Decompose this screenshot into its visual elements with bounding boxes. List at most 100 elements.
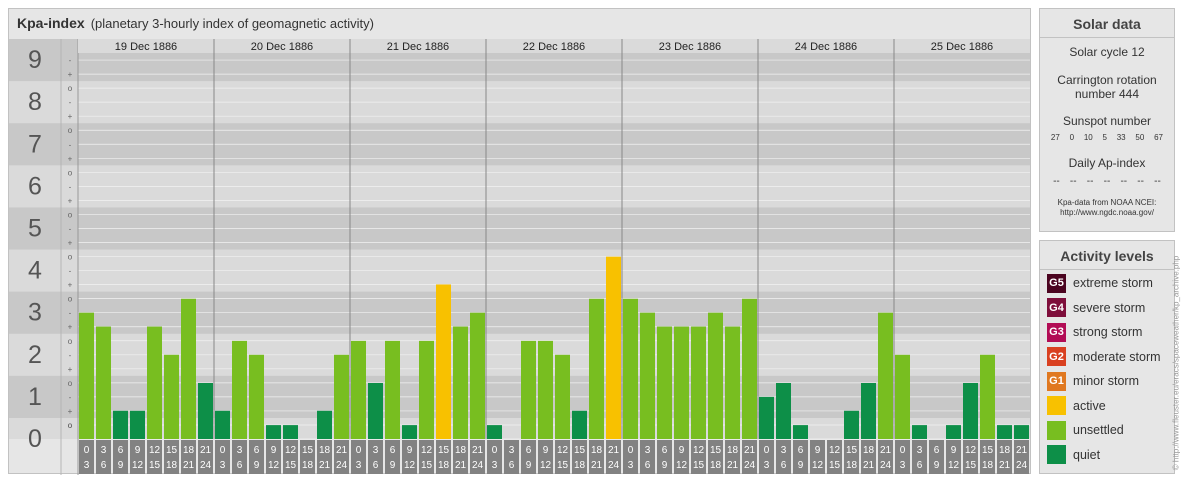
y-tick-label: 4 — [28, 257, 42, 285]
interval-start-label: 6 — [390, 445, 396, 456]
interval-end-label: 9 — [662, 460, 668, 471]
interval-end-label: 12 — [540, 460, 552, 471]
interval-start-label: 18 — [183, 445, 195, 456]
legend-swatch: G1 — [1047, 371, 1066, 391]
kp-bar — [895, 354, 910, 439]
watermark: © http://www.fleuster.eu/eracs/spaceweat… — [1171, 256, 1180, 470]
kp-bar — [538, 340, 553, 439]
interval-box — [351, 440, 366, 474]
ap-value: -- — [1086, 176, 1094, 187]
interval-end-label: 12 — [268, 460, 280, 471]
interval-end-label: 3 — [764, 460, 770, 471]
interval-start-label: 0 — [764, 445, 770, 456]
kp-bar — [606, 256, 621, 439]
y-subtick-label: o — [68, 337, 73, 346]
kp-bar — [164, 354, 179, 439]
ap-value: -- — [1154, 176, 1161, 187]
interval-box — [606, 440, 621, 474]
kp-bar — [419, 340, 434, 439]
kp-bar — [776, 383, 791, 439]
interval-box — [538, 440, 553, 474]
interval-start-label: 9 — [135, 445, 141, 456]
y-subtick-label: + — [68, 281, 73, 290]
ap-value: -- — [1137, 176, 1144, 187]
kp-bar — [691, 326, 706, 439]
y-subtick-label: o — [68, 168, 73, 177]
y-subtick-label: + — [68, 239, 73, 248]
y-tick-label: 8 — [28, 88, 42, 116]
interval-end-label: 3 — [220, 460, 226, 471]
interval-start-label: 9 — [543, 445, 549, 456]
kp-bar — [725, 326, 740, 439]
kp-bar — [844, 410, 859, 439]
legend-swatch: G4 — [1047, 298, 1066, 317]
interval-end-label: 21 — [455, 460, 467, 471]
interval-end-label: 21 — [999, 460, 1011, 471]
interval-end-label: 9 — [934, 460, 940, 471]
interval-end-label: 6 — [917, 460, 923, 471]
interval-end-label: 15 — [149, 460, 161, 471]
y-tick-label: 6 — [28, 172, 42, 200]
interval-start-label: 15 — [846, 445, 858, 456]
interval-start-label: 6 — [798, 445, 804, 456]
interval-end-label: 18 — [438, 460, 450, 471]
interval-end-label: 12 — [812, 460, 824, 471]
interval-end-label: 12 — [404, 460, 416, 471]
interval-end-label: 12 — [676, 460, 688, 471]
interval-end-label: 6 — [509, 460, 515, 471]
legend-item: G4 severe storm — [1047, 298, 1145, 318]
interval-box — [691, 440, 706, 474]
interval-end-label: 21 — [183, 460, 195, 471]
y-subtick-label: - — [69, 351, 72, 360]
interval-start-label: 21 — [880, 445, 892, 456]
kp-bar — [385, 340, 400, 439]
day-header-bg — [214, 39, 350, 53]
legend-label: active — [1073, 398, 1106, 413]
interval-end-label: 24 — [200, 460, 212, 471]
interval-start-label: 12 — [421, 445, 433, 456]
source-note: Kpa-data from NOAA NCEI: http://www.ngdc… — [1040, 198, 1174, 218]
kp-bar — [861, 383, 876, 439]
ap-value: -- — [1120, 176, 1128, 187]
interval-start-label: 6 — [934, 445, 940, 456]
chart-title: Kpa-index (planetary 3-hourly index of ge… — [17, 15, 374, 31]
kp-bar — [912, 425, 927, 439]
kpa-bar-chart: 0123456789o+-o+-o+-o+-o+-o+-o+-o+-o+-o19… — [9, 39, 1030, 475]
interval-end-label: 24 — [472, 460, 484, 471]
interval-end-label: 24 — [880, 460, 892, 471]
interval-end-label: 6 — [237, 460, 243, 471]
interval-start-label: 3 — [645, 445, 651, 456]
interval-end-label: 21 — [319, 460, 331, 471]
kp-bar — [113, 410, 128, 439]
kp-bar — [249, 354, 264, 439]
y-subtick-label: - — [69, 56, 72, 65]
kp-bar — [657, 326, 672, 439]
day-header-bg — [894, 39, 1030, 53]
interval-start-label: 3 — [101, 445, 107, 456]
y-subtick-label: - — [69, 98, 72, 107]
legend-swatch: G3 — [1047, 322, 1066, 342]
legend-item: active — [1047, 396, 1106, 416]
interval-start-label: 0 — [492, 445, 498, 456]
interval-box — [980, 440, 995, 474]
interval-box — [776, 440, 791, 474]
day-label: 23 Dec 1886 — [659, 41, 721, 53]
interval-start-label: 3 — [237, 445, 243, 456]
interval-start-label: 15 — [710, 445, 722, 456]
interval-end-label: 24 — [336, 460, 348, 471]
y-tick-label: 5 — [28, 214, 42, 242]
legend-label: extreme storm — [1073, 276, 1153, 290]
y-tick-label: 1 — [28, 383, 42, 411]
y-tick-label: 0 — [28, 425, 42, 453]
kp-bar — [674, 326, 689, 439]
interval-box — [759, 440, 774, 474]
sunspot-value: 33 — [1116, 133, 1126, 142]
interval-start-label: 21 — [200, 445, 212, 456]
interval-box — [232, 440, 247, 474]
kp-bar — [96, 326, 111, 439]
interval-box — [249, 440, 264, 474]
kp-bar — [1014, 425, 1029, 439]
interval-start-label: 12 — [829, 445, 841, 456]
interval-start-label: 18 — [999, 445, 1011, 456]
interval-end-label: 15 — [421, 460, 433, 471]
